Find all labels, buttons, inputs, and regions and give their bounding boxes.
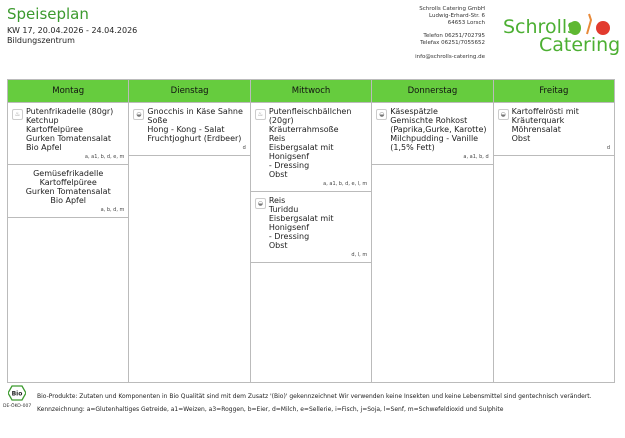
- day-column-montag: Montag ♨ Putenfrikadelle (80gr) Ketchup Ka…: [8, 80, 130, 382]
- allergens: a, b, d, m: [100, 207, 125, 213]
- vegetarian-icon: ◒: [497, 109, 509, 120]
- poultry-icon: ♨: [254, 109, 266, 120]
- allergens: d: [242, 145, 246, 151]
- meal-card[interactable]: ◒ Reis Turiddu Eisbergsalat mit Honigsenf…: [250, 192, 372, 263]
- vegetarian-icon: ◒: [133, 109, 145, 120]
- logo-text-2: Catering: [539, 34, 621, 56]
- page-title: Speiseplan: [7, 5, 89, 23]
- company-email[interactable]: info@schrolls-catering.de: [415, 54, 485, 60]
- company-phone: Telefon 06251/702795: [423, 33, 485, 39]
- logo-vegetables-icon: [569, 13, 610, 35]
- bio-note: Bio-Produkte: Zutaten und Komponenten in…: [37, 393, 592, 400]
- company-contact: Telefon 06251/702795 Telefax 06251/70556…: [420, 33, 485, 47]
- day-header: Donnerstag: [372, 80, 493, 103]
- day-column-freitag: Freitag ◒ Kartoffelrösti mit Kräuterquark …: [493, 80, 615, 382]
- day-header: Mittwoch: [250, 80, 372, 103]
- company-logo: Schrolls Catering: [503, 10, 620, 58]
- meal-text: Gnocchis in Käse Sahne Soße Hong - Kong …: [147, 107, 243, 143]
- meal-card[interactable]: ◒ Kartoffelrösti mit Kräuterquark Möhrens…: [493, 103, 615, 156]
- meal-card[interactable]: ◒ Gnocchis in Käse Sahne Soße Hong - Kong…: [129, 103, 250, 156]
- vegetarian-icon: ◒: [376, 109, 388, 120]
- vegetarian-icon: ◒: [254, 198, 266, 209]
- allergen-legend: Kennzeichnung: a=Glutenhaltiges Getreide…: [37, 406, 504, 413]
- day-header: Montag: [8, 80, 129, 103]
- meal-card[interactable]: ♨ Putenfrikadelle (80gr) Ketchup Kartoffe…: [8, 103, 129, 165]
- meal-text: Reis Turiddu Eisbergsalat mit Honigsenf …: [268, 196, 334, 250]
- bio-seal-icon: Bio: [8, 385, 26, 401]
- company-street: Ludwig-Erhard-Str. 6: [429, 13, 485, 19]
- allergens: d: [606, 145, 611, 151]
- poultry-icon: ♨: [12, 109, 23, 120]
- menu-table: Montag ♨ Putenfrikadelle (80gr) Ketchup Ka…: [7, 79, 615, 383]
- company-name: Schrolls Catering GmbH: [419, 6, 485, 12]
- allergens: d, l, m: [351, 252, 368, 258]
- meal-card[interactable]: ◒ Käsespätzle Gemischte Rohkost (Paprika,…: [372, 103, 493, 165]
- location: Bildungszentrum: [7, 36, 75, 45]
- company-city: 64653 Lorsch: [447, 20, 485, 26]
- allergens: a, a1, b, d: [463, 154, 489, 160]
- allergens: a, a1, b, d, e, m: [84, 154, 125, 160]
- meal-text: Gemüsefrikadelle Kartoffelpüree Gurken T…: [25, 169, 111, 205]
- meal-text: Putenfrikadelle (80gr) Ketchup Kartoffel…: [26, 107, 114, 152]
- company-address: Schrolls Catering GmbH Ludwig-Erhard-Str…: [419, 6, 485, 27]
- bio-code: DE-ÖKO-007: [3, 404, 32, 409]
- meal-card[interactable]: Gemüsefrikadelle Kartoffelpüree Gurken T…: [8, 165, 129, 218]
- meal-text: Kartoffelrösti mit Kräuterquark Möhrensa…: [511, 107, 579, 143]
- meal-text: Putenfleischbällchen (20gr) Kräuterrahms…: [268, 107, 352, 179]
- day-header: Freitag: [493, 80, 615, 103]
- meal-card[interactable]: ♨ Putenfleischbällchen (20gr) Kräuterrahm…: [250, 103, 372, 192]
- day-column-mittwoch: Mittwoch ♨ Putenfleischbällchen (20gr) Krä…: [250, 80, 373, 382]
- logo-text-1: Schrolls: [503, 16, 578, 38]
- week-range: KW 17, 20.04.2026 - 24.04.2026: [7, 26, 138, 35]
- allergens: a, a1, b, d, e, l, m: [323, 181, 368, 187]
- svg-text:Bio: Bio: [12, 391, 23, 398]
- day-column-dienstag: Dienstag ◒ Gnocchis in Käse Sahne Soße Hon…: [129, 80, 251, 382]
- day-column-donnerstag: Donnerstag ◒ Käsespätzle Gemischte Rohkost…: [372, 80, 494, 382]
- day-header: Dienstag: [129, 80, 250, 103]
- meal-text: Käsespätzle Gemischte Rohkost (Paprika,G…: [390, 107, 487, 152]
- company-fax: Telefax 06251/7055652: [420, 40, 485, 46]
